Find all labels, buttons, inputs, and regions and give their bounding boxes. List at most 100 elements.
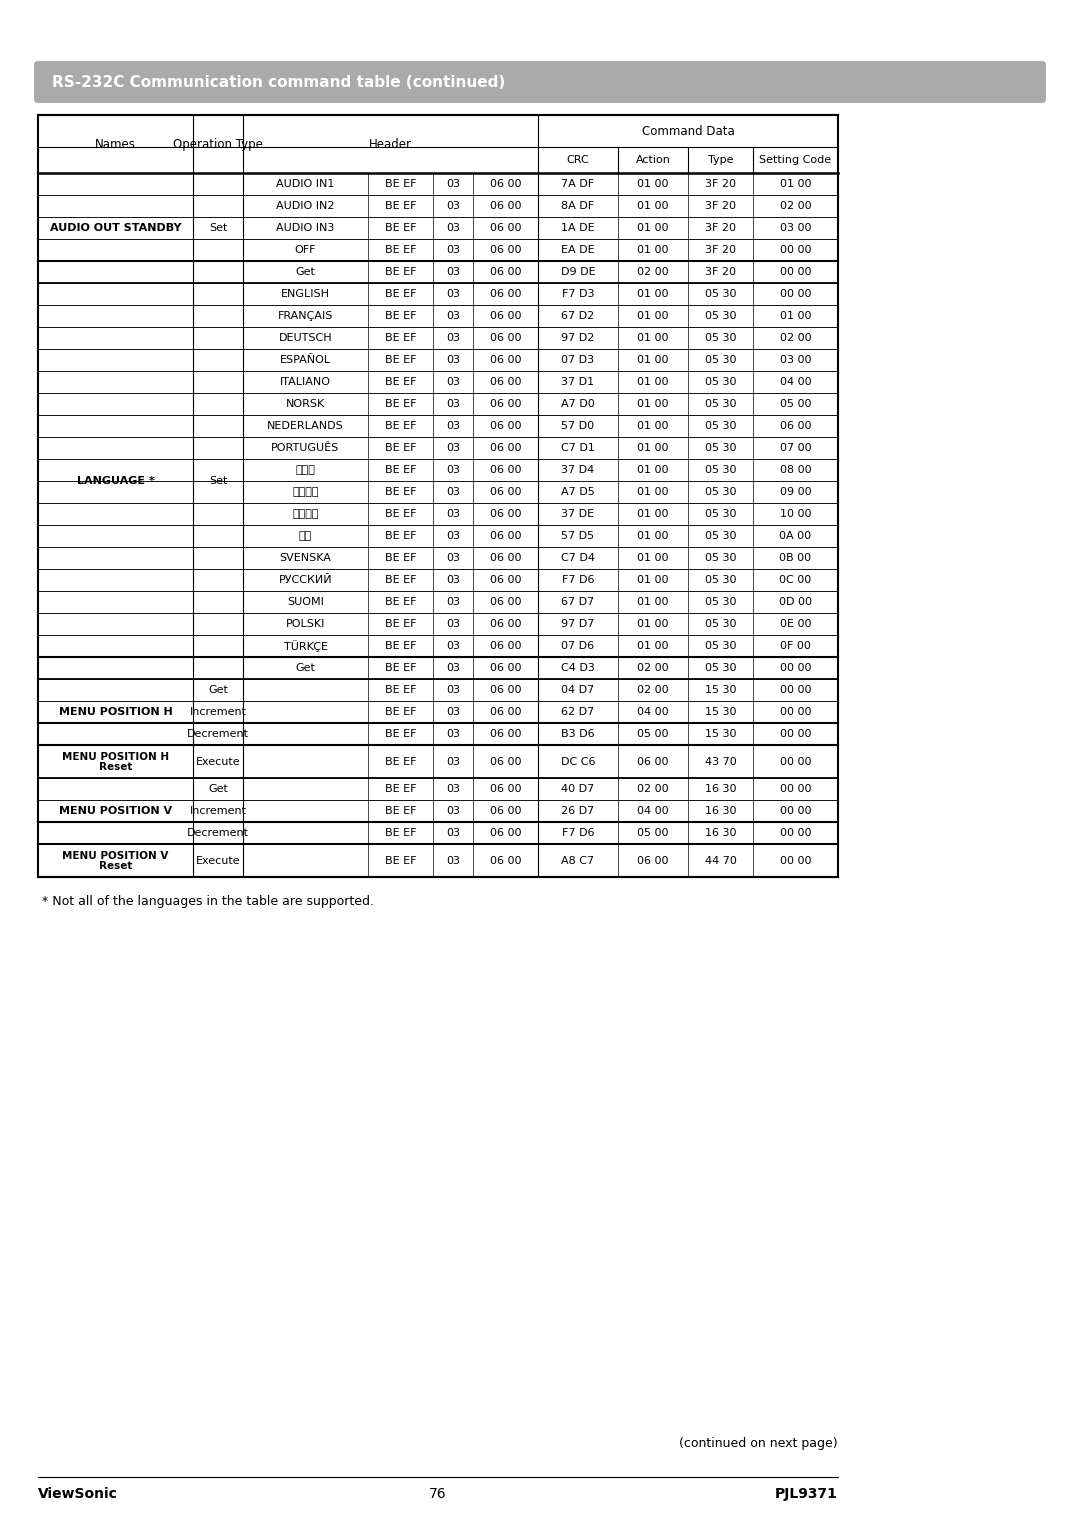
Text: 44 70: 44 70 — [704, 855, 737, 866]
Text: Operation Type: Operation Type — [173, 138, 262, 150]
Text: F7 D3: F7 D3 — [562, 290, 594, 299]
Text: BE EF: BE EF — [384, 398, 416, 409]
Text: 05 30: 05 30 — [705, 597, 737, 607]
Text: BE EF: BE EF — [384, 311, 416, 322]
Text: 37 D4: 37 D4 — [562, 466, 595, 475]
Text: 40 D7: 40 D7 — [562, 784, 595, 794]
Text: 01 00: 01 00 — [637, 398, 669, 409]
Text: 02 00: 02 00 — [637, 267, 669, 277]
Text: 한글: 한글 — [299, 532, 312, 541]
Text: 01 00: 01 00 — [637, 245, 669, 254]
Text: 03: 03 — [446, 574, 460, 585]
Text: 06 00: 06 00 — [489, 553, 522, 562]
Text: 05 30: 05 30 — [705, 443, 737, 453]
Text: 06 00: 06 00 — [489, 574, 522, 585]
Text: 07 D3: 07 D3 — [562, 355, 595, 365]
Text: 01 00: 01 00 — [637, 640, 669, 651]
Text: 05 30: 05 30 — [705, 553, 737, 562]
Text: 03: 03 — [446, 597, 460, 607]
Text: 05 30: 05 30 — [705, 311, 737, 322]
Text: 06 00: 06 00 — [489, 663, 522, 673]
Text: Setting Code: Setting Code — [759, 155, 832, 165]
Text: 01 00: 01 00 — [637, 421, 669, 430]
Text: 03: 03 — [446, 201, 460, 211]
Text: BE EF: BE EF — [384, 224, 416, 233]
Text: 0E 00: 0E 00 — [780, 619, 811, 630]
Text: F7 D6: F7 D6 — [562, 574, 594, 585]
Text: MENU POSITION V: MENU POSITION V — [59, 806, 172, 817]
Text: RS-232C Communication command table (continued): RS-232C Communication command table (con… — [52, 75, 505, 89]
Text: 06 00: 06 00 — [489, 729, 522, 738]
Text: 00 00: 00 00 — [780, 267, 811, 277]
Text: 06 00: 06 00 — [489, 784, 522, 794]
Text: 97 D2: 97 D2 — [562, 332, 595, 343]
Text: Command Data: Command Data — [642, 124, 734, 138]
Text: 05 30: 05 30 — [705, 619, 737, 630]
Text: 00 00: 00 00 — [780, 729, 811, 738]
Text: 57 D5: 57 D5 — [562, 532, 595, 541]
Text: 00 00: 00 00 — [780, 806, 811, 817]
Text: 03: 03 — [446, 806, 460, 817]
Text: 03: 03 — [446, 532, 460, 541]
Text: 05 30: 05 30 — [705, 398, 737, 409]
Text: 57 D0: 57 D0 — [562, 421, 595, 430]
Text: 97 D7: 97 D7 — [562, 619, 595, 630]
Text: ESPAÑOL: ESPAÑOL — [280, 355, 332, 365]
Text: 01 00: 01 00 — [637, 509, 669, 519]
Text: BE EF: BE EF — [384, 179, 416, 188]
Text: 01 00: 01 00 — [637, 487, 669, 496]
Text: 06 00: 06 00 — [489, 377, 522, 388]
Text: BE EF: BE EF — [384, 706, 416, 717]
Text: 3F 20: 3F 20 — [705, 267, 735, 277]
Text: 06 00: 06 00 — [489, 509, 522, 519]
Text: Reset: Reset — [98, 861, 132, 870]
Text: 09 00: 09 00 — [780, 487, 811, 496]
Text: BE EF: BE EF — [384, 532, 416, 541]
Text: Get: Get — [208, 784, 228, 794]
Text: BE EF: BE EF — [384, 421, 416, 430]
Text: 01 00: 01 00 — [637, 377, 669, 388]
Text: 04 00: 04 00 — [780, 377, 811, 388]
Text: 00 00: 00 00 — [780, 757, 811, 766]
Text: 04 D7: 04 D7 — [562, 685, 595, 696]
Text: ITALIANO: ITALIANO — [280, 377, 330, 388]
Text: 06 00: 06 00 — [489, 355, 522, 365]
Text: 03: 03 — [446, 267, 460, 277]
Text: 01 00: 01 00 — [637, 179, 669, 188]
Text: 0F 00: 0F 00 — [780, 640, 811, 651]
Text: BE EF: BE EF — [384, 355, 416, 365]
Text: 00 00: 00 00 — [780, 706, 811, 717]
Text: 03: 03 — [446, 509, 460, 519]
Text: 06 00: 06 00 — [489, 487, 522, 496]
Text: 10 00: 10 00 — [780, 509, 811, 519]
Text: 03: 03 — [446, 784, 460, 794]
Text: 03: 03 — [446, 179, 460, 188]
Text: 05 30: 05 30 — [705, 509, 737, 519]
Text: 05 30: 05 30 — [705, 532, 737, 541]
Text: A8 C7: A8 C7 — [562, 855, 595, 866]
Text: 8A DF: 8A DF — [562, 201, 595, 211]
Text: Reset: Reset — [98, 761, 132, 772]
Text: BE EF: BE EF — [384, 245, 416, 254]
Text: F7 D6: F7 D6 — [562, 827, 594, 838]
Text: C4 D3: C4 D3 — [562, 663, 595, 673]
Text: 06 00: 06 00 — [489, 597, 522, 607]
Text: 06 00: 06 00 — [489, 421, 522, 430]
Text: Decrement: Decrement — [187, 729, 249, 738]
Text: 05 00: 05 00 — [637, 729, 669, 738]
Text: 03: 03 — [446, 487, 460, 496]
Text: CRC: CRC — [567, 155, 590, 165]
Text: EA DE: EA DE — [562, 245, 595, 254]
Text: 62 D7: 62 D7 — [562, 706, 595, 717]
Text: NORSK: NORSK — [286, 398, 325, 409]
Text: LANGUAGE *: LANGUAGE * — [77, 476, 154, 486]
Text: 06 00: 06 00 — [489, 179, 522, 188]
Text: DEUTSCH: DEUTSCH — [279, 332, 333, 343]
Text: NEDERLANDS: NEDERLANDS — [267, 421, 343, 430]
Text: 05 00: 05 00 — [780, 398, 811, 409]
Text: MENU POSITION H: MENU POSITION H — [62, 752, 170, 761]
Text: 37 D1: 37 D1 — [562, 377, 595, 388]
Text: 02 00: 02 00 — [637, 685, 669, 696]
Text: 03: 03 — [446, 466, 460, 475]
Text: AUDIO IN2: AUDIO IN2 — [276, 201, 335, 211]
